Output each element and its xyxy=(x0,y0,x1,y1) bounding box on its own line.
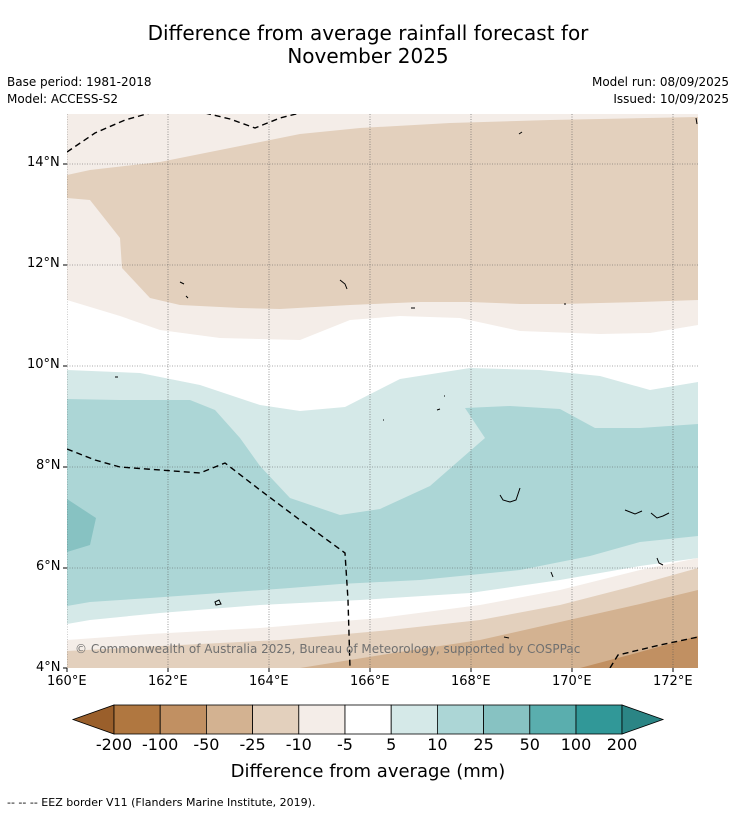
colorbar-tick: 5 xyxy=(386,735,397,754)
axis-ticks xyxy=(63,163,674,672)
colorbar-bin xyxy=(205,704,253,735)
copyright-text: © Commonwealth of Australia 2025, Bureau… xyxy=(75,642,580,656)
colorbar-bin xyxy=(575,704,623,735)
meta-right: Model run: 08/09/2025 Issued: 10/09/2025 xyxy=(592,74,729,108)
colorbar-tick: -100 xyxy=(142,735,179,754)
colorbar-extend-low xyxy=(71,704,115,735)
colorbar xyxy=(71,704,665,735)
issued-date: Issued: 10/09/2025 xyxy=(613,92,729,106)
colorbar-tick: 10 xyxy=(427,735,448,754)
contour-wet-teal xyxy=(67,399,698,606)
colorbar-tick: -25 xyxy=(239,735,266,754)
colorbar-bin xyxy=(529,704,577,735)
colorbar-bin xyxy=(390,704,438,735)
colorbar-tick: 50 xyxy=(519,735,540,754)
lat-label-6n: 6°N xyxy=(36,559,61,574)
colorbar-bin xyxy=(113,704,161,735)
lon-label-162e: 162°E xyxy=(148,674,188,689)
colorbar-bin xyxy=(344,704,392,735)
lon-label-164e: 164°E xyxy=(249,674,289,689)
lon-label-170e: 170°E xyxy=(552,674,592,689)
contour-dry-tan-north xyxy=(67,117,698,309)
map-area xyxy=(67,114,698,668)
meta-left: Base period: 1981-2018 Model: ACCESS-S2 xyxy=(7,74,152,108)
contour-dry-mid-south xyxy=(300,590,698,668)
title-line2: November 2025 xyxy=(287,44,449,68)
colorbar-tick: 200 xyxy=(606,735,638,754)
contour-dry-dark-south xyxy=(580,636,698,668)
eez-border-north xyxy=(67,114,299,153)
colorbar-extend-high xyxy=(621,704,665,735)
colorbar-tick: -200 xyxy=(95,735,133,754)
colorbar-tick: -5 xyxy=(337,735,353,754)
contour-wet-mid xyxy=(67,499,96,552)
colorbar-bin xyxy=(252,704,300,735)
lon-label-168e: 168°E xyxy=(451,674,491,689)
lat-label-10n: 10°N xyxy=(27,357,60,372)
lat-label-14n: 14°N xyxy=(27,155,60,170)
eez-border-west xyxy=(67,448,351,668)
model-run: Model run: 08/09/2025 xyxy=(591,75,729,89)
colorbar-bin xyxy=(436,704,484,735)
lon-label-160e: 160°E xyxy=(47,674,87,689)
islands xyxy=(115,117,698,639)
colorbar-bin xyxy=(483,704,531,735)
model-name: Model: ACCESS-S2 xyxy=(7,92,119,106)
colorbar-tick: -50 xyxy=(193,735,220,754)
lat-label-4n: 4°N xyxy=(36,660,61,675)
chart-title: Difference from average rainfall forecas… xyxy=(0,22,736,68)
lat-label-8n: 8°N xyxy=(36,458,61,473)
lon-label-166e: 166°E xyxy=(350,674,390,689)
colorbar-tick: -10 xyxy=(285,735,312,754)
colorbar-tick: 25 xyxy=(473,735,494,754)
colorbar-tick: 100 xyxy=(560,735,592,754)
colorbar-bin xyxy=(159,704,207,735)
lat-label-12n: 12°N xyxy=(27,256,60,271)
lon-label-172e: 172°E xyxy=(653,674,693,689)
eez-borders xyxy=(67,114,698,668)
gridlines xyxy=(67,114,698,668)
colorbar-bin xyxy=(298,704,346,735)
colorbar-title: Difference from average (mm) xyxy=(230,761,506,782)
eez-footnote: -- -- -- EEZ border V11 (Flanders Marine… xyxy=(7,796,316,809)
base-period: Base period: 1981-2018 xyxy=(7,75,152,89)
title-line1: Difference from average rainfall forecas… xyxy=(147,21,589,45)
